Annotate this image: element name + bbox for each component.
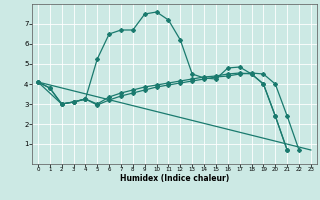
X-axis label: Humidex (Indice chaleur): Humidex (Indice chaleur): [120, 174, 229, 183]
